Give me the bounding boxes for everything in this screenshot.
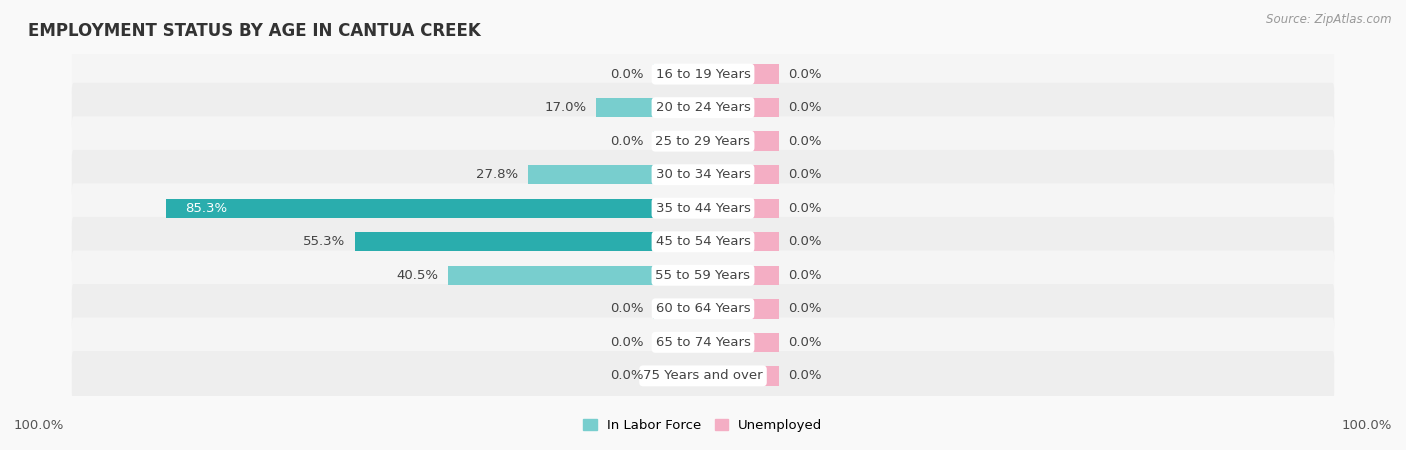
Text: 55.3%: 55.3% bbox=[304, 235, 346, 248]
Text: 0.0%: 0.0% bbox=[787, 369, 821, 382]
Bar bbox=[703, 366, 779, 386]
Bar bbox=[529, 165, 703, 184]
Bar bbox=[703, 333, 779, 352]
Text: Source: ZipAtlas.com: Source: ZipAtlas.com bbox=[1267, 14, 1392, 27]
Text: 27.8%: 27.8% bbox=[477, 168, 519, 181]
FancyBboxPatch shape bbox=[72, 184, 1334, 233]
Text: 0.0%: 0.0% bbox=[787, 68, 821, 81]
Bar bbox=[703, 98, 779, 117]
FancyBboxPatch shape bbox=[72, 251, 1334, 300]
Text: 30 to 34 Years: 30 to 34 Years bbox=[655, 168, 751, 181]
Bar bbox=[166, 198, 703, 218]
FancyBboxPatch shape bbox=[72, 284, 1334, 333]
Bar bbox=[703, 131, 779, 151]
Text: 0.0%: 0.0% bbox=[787, 135, 821, 148]
Text: 20 to 24 Years: 20 to 24 Years bbox=[655, 101, 751, 114]
FancyBboxPatch shape bbox=[72, 50, 1334, 99]
Bar bbox=[703, 266, 779, 285]
Text: 0.0%: 0.0% bbox=[610, 336, 643, 349]
Bar bbox=[703, 64, 779, 84]
Bar bbox=[703, 299, 779, 319]
Text: EMPLOYMENT STATUS BY AGE IN CANTUA CREEK: EMPLOYMENT STATUS BY AGE IN CANTUA CREEK bbox=[28, 22, 481, 40]
Text: 100.0%: 100.0% bbox=[1341, 419, 1392, 432]
Bar bbox=[449, 266, 703, 285]
Text: 75 Years and over: 75 Years and over bbox=[643, 369, 763, 382]
Bar bbox=[703, 232, 779, 252]
Bar bbox=[703, 165, 779, 184]
Legend: In Labor Force, Unemployed: In Labor Force, Unemployed bbox=[578, 414, 828, 437]
Text: 0.0%: 0.0% bbox=[610, 302, 643, 315]
Text: 60 to 64 Years: 60 to 64 Years bbox=[655, 302, 751, 315]
Text: 16 to 19 Years: 16 to 19 Years bbox=[655, 68, 751, 81]
FancyBboxPatch shape bbox=[72, 83, 1334, 132]
Text: 65 to 74 Years: 65 to 74 Years bbox=[655, 336, 751, 349]
Text: 35 to 44 Years: 35 to 44 Years bbox=[655, 202, 751, 215]
FancyBboxPatch shape bbox=[72, 117, 1334, 166]
Bar bbox=[596, 98, 703, 117]
Text: 0.0%: 0.0% bbox=[610, 369, 643, 382]
Text: 55 to 59 Years: 55 to 59 Years bbox=[655, 269, 751, 282]
Text: 40.5%: 40.5% bbox=[396, 269, 439, 282]
Bar bbox=[652, 366, 703, 386]
Bar bbox=[652, 299, 703, 319]
Text: 0.0%: 0.0% bbox=[787, 336, 821, 349]
Bar bbox=[652, 333, 703, 352]
Text: 45 to 54 Years: 45 to 54 Years bbox=[655, 235, 751, 248]
Text: 0.0%: 0.0% bbox=[787, 302, 821, 315]
Text: 0.0%: 0.0% bbox=[787, 202, 821, 215]
FancyBboxPatch shape bbox=[72, 150, 1334, 199]
Text: 0.0%: 0.0% bbox=[610, 135, 643, 148]
FancyBboxPatch shape bbox=[72, 318, 1334, 367]
Text: 0.0%: 0.0% bbox=[787, 168, 821, 181]
Text: 100.0%: 100.0% bbox=[14, 419, 65, 432]
Text: 85.3%: 85.3% bbox=[186, 202, 228, 215]
Bar bbox=[652, 64, 703, 84]
FancyBboxPatch shape bbox=[72, 217, 1334, 266]
Text: 17.0%: 17.0% bbox=[544, 101, 586, 114]
Bar bbox=[354, 232, 703, 252]
Bar bbox=[652, 131, 703, 151]
Text: 25 to 29 Years: 25 to 29 Years bbox=[655, 135, 751, 148]
Text: 0.0%: 0.0% bbox=[787, 269, 821, 282]
Text: 0.0%: 0.0% bbox=[787, 235, 821, 248]
FancyBboxPatch shape bbox=[72, 351, 1334, 400]
Text: 0.0%: 0.0% bbox=[610, 68, 643, 81]
Bar bbox=[703, 198, 779, 218]
Text: 0.0%: 0.0% bbox=[787, 101, 821, 114]
